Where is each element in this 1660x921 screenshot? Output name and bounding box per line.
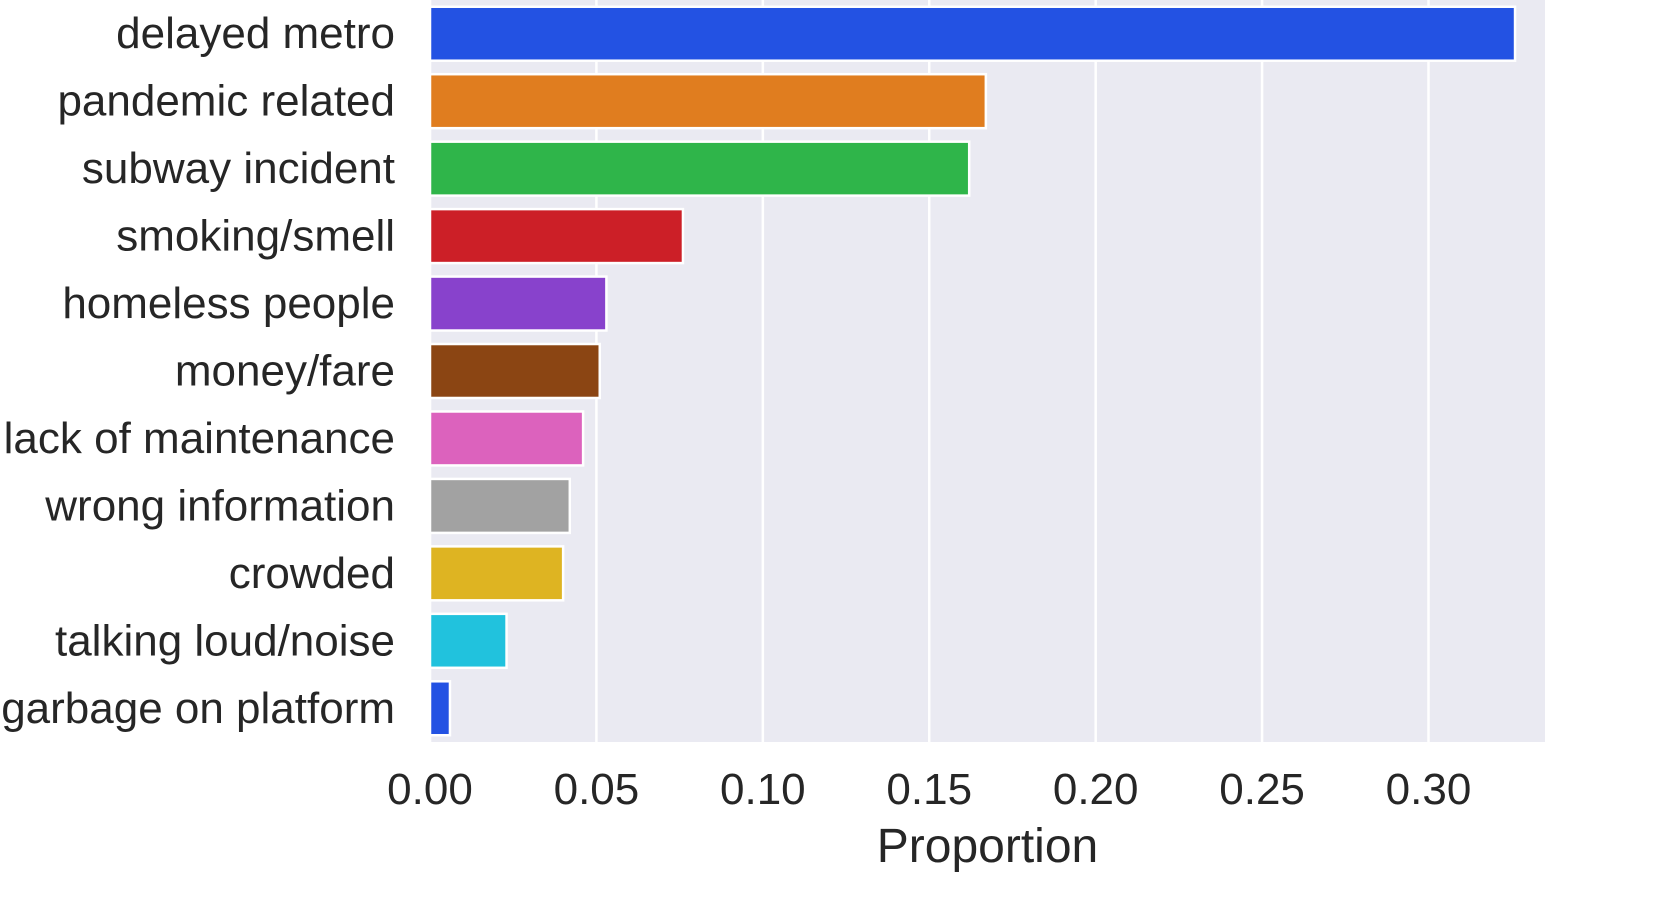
bar-wrong-information [428,477,572,535]
category-label: delayed metro [116,9,395,58]
bar-subway-incident [428,140,971,197]
bar-homeless-people [428,275,608,332]
bars [428,5,1517,737]
category-labels: delayed metro pandemic related subway inci… [1,9,395,733]
category-label: homeless people [62,279,395,328]
category-label: crowded [229,549,395,598]
x-axis-label: Proportion [877,820,1098,873]
bar-crowded [428,545,565,602]
x-tick-label: 0.25 [1219,765,1305,814]
category-label: lack of maintenance [4,414,395,463]
category-label: pandemic related [57,77,395,126]
bar-smoking-smell [428,207,685,265]
x-tick-label: 0.05 [554,765,640,814]
x-tick-label: 0.15 [886,765,972,814]
category-label: garbage on platform [1,684,395,733]
category-label: smoking/smell [116,212,395,261]
bar-garbage-on-platform [428,680,452,737]
bar-delayed-metro [428,5,1517,62]
bar-talking-loud-noise [428,612,508,670]
bar-pandemic-related [428,72,988,130]
x-tick-label: 0.00 [387,765,473,814]
bar-money-fare [428,342,601,400]
x-tick-label: 0.10 [720,765,806,814]
category-label: talking loud/noise [55,616,395,665]
category-label: money/fare [175,347,395,396]
category-label: wrong information [44,481,395,530]
bar-lack-of-maintenance [428,410,585,467]
x-tick-label: 0.20 [1053,765,1139,814]
x-tick-label: 0.30 [1386,765,1472,814]
category-label: subway incident [82,144,395,193]
x-tick-labels: 0.00 0.05 0.10 0.15 0.20 0.25 0.30 [387,765,1471,814]
